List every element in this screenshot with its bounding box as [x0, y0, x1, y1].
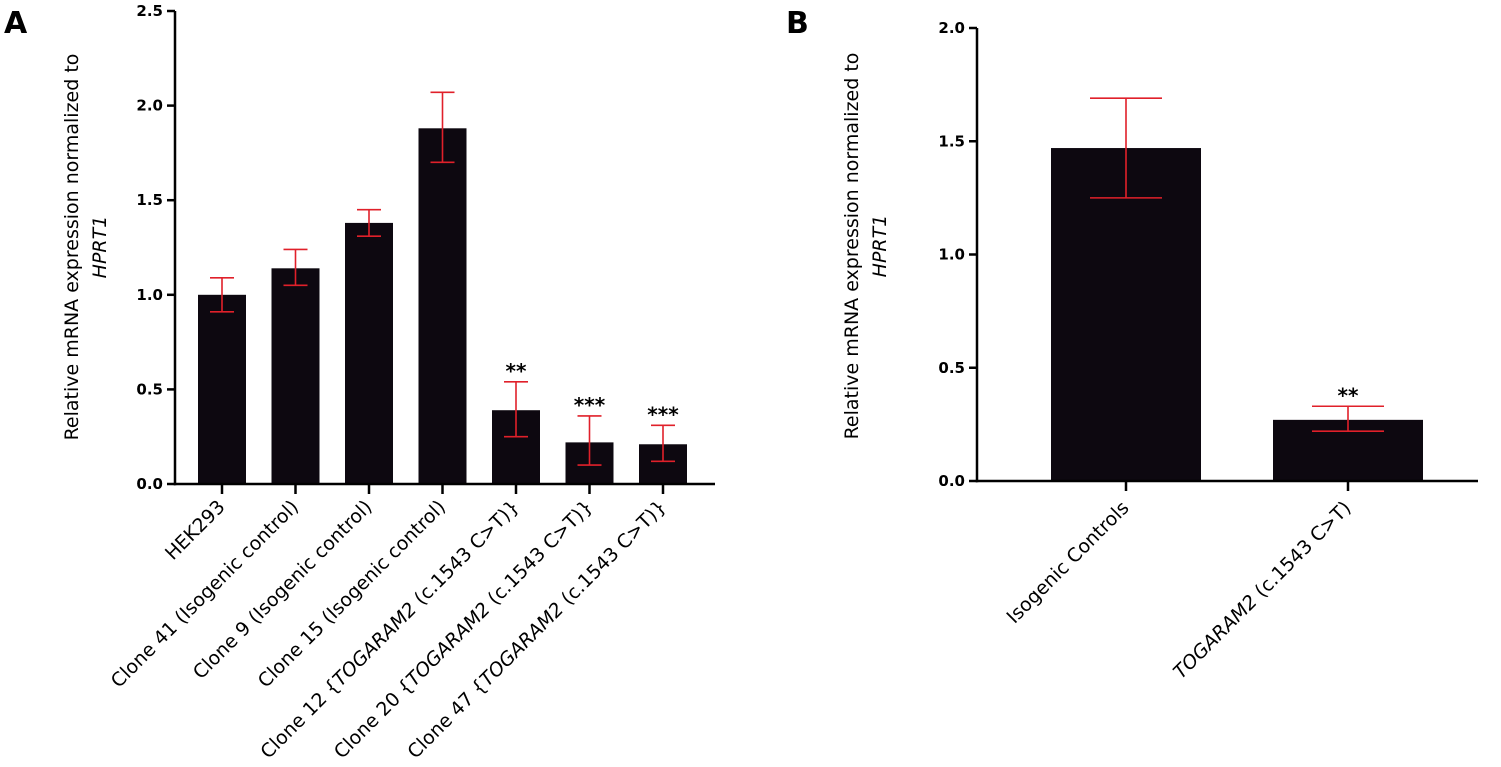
x-tick-label: Clone 12 {TOGARAM2 (c.1543 C>T)} [256, 496, 523, 763]
y-tick-label: 2.5 [136, 2, 163, 20]
y-tick-label: 1.5 [136, 191, 163, 209]
y-tick-label: 0.0 [136, 475, 163, 493]
x-tick-label: Clone 47 {TOGARAM2 (c.1543 C>T)} [403, 496, 670, 763]
panel-letter: B [786, 6, 809, 41]
y-axis-label-line1: Relative mRNA expression normalized to [841, 53, 863, 440]
y-tick-label: 0.5 [938, 359, 965, 377]
y-tick-label: 0.0 [938, 472, 965, 490]
y-axis-label-gene: HPRT1 [869, 215, 891, 278]
significance-marker: *** [574, 393, 606, 417]
x-tick-label: TOGARAM2 (c.1543 C>T) [1169, 497, 1355, 683]
y-tick-label: 1.0 [938, 246, 965, 264]
panel-letter: A [4, 6, 28, 41]
bar [418, 128, 467, 484]
y-tick-label: 0.5 [136, 380, 163, 398]
bar [345, 222, 393, 485]
y-axis-label: Relative mRNA expression normalized to HP… [61, 54, 111, 441]
panel-b: B Relative mRNA expression normalized to H… [786, 6, 1478, 683]
significance-marker: ** [1338, 383, 1359, 407]
bar [271, 268, 320, 484]
y-axis-label-gene: HPRT1 [89, 216, 111, 279]
y-tick-label: 1.5 [938, 132, 965, 150]
y-axis-label-line1: Relative mRNA expression normalized to [61, 54, 83, 441]
x-tick-label: Clone 20 {TOGARAM2 (c.1543 C>T)} [330, 496, 597, 763]
y-tick-label: 2.0 [938, 19, 965, 37]
x-tick-label: Isogenic Controls [1003, 497, 1134, 628]
x-tick-label-text: HEK293 [161, 496, 230, 565]
y-axis-label: Relative mRNA expression normalized to HP… [841, 53, 891, 440]
x-tick-label-suffix: (c.1543 C>T) [1246, 497, 1355, 606]
bar [1051, 148, 1201, 482]
panel-a: A Relative mRNA expression normalized to H… [4, 2, 715, 763]
x-tick-label-gene: TOGARAM2 [1169, 591, 1262, 684]
x-tick-label: HEK293 [161, 496, 230, 565]
x-tick-label-text: Isogenic Controls [1003, 497, 1134, 628]
y-tick-label: 1.0 [136, 286, 163, 304]
y-tick-label: 2.0 [136, 97, 163, 115]
significance-marker: ** [506, 359, 527, 383]
bar [198, 294, 246, 484]
significance-marker: *** [647, 402, 679, 426]
